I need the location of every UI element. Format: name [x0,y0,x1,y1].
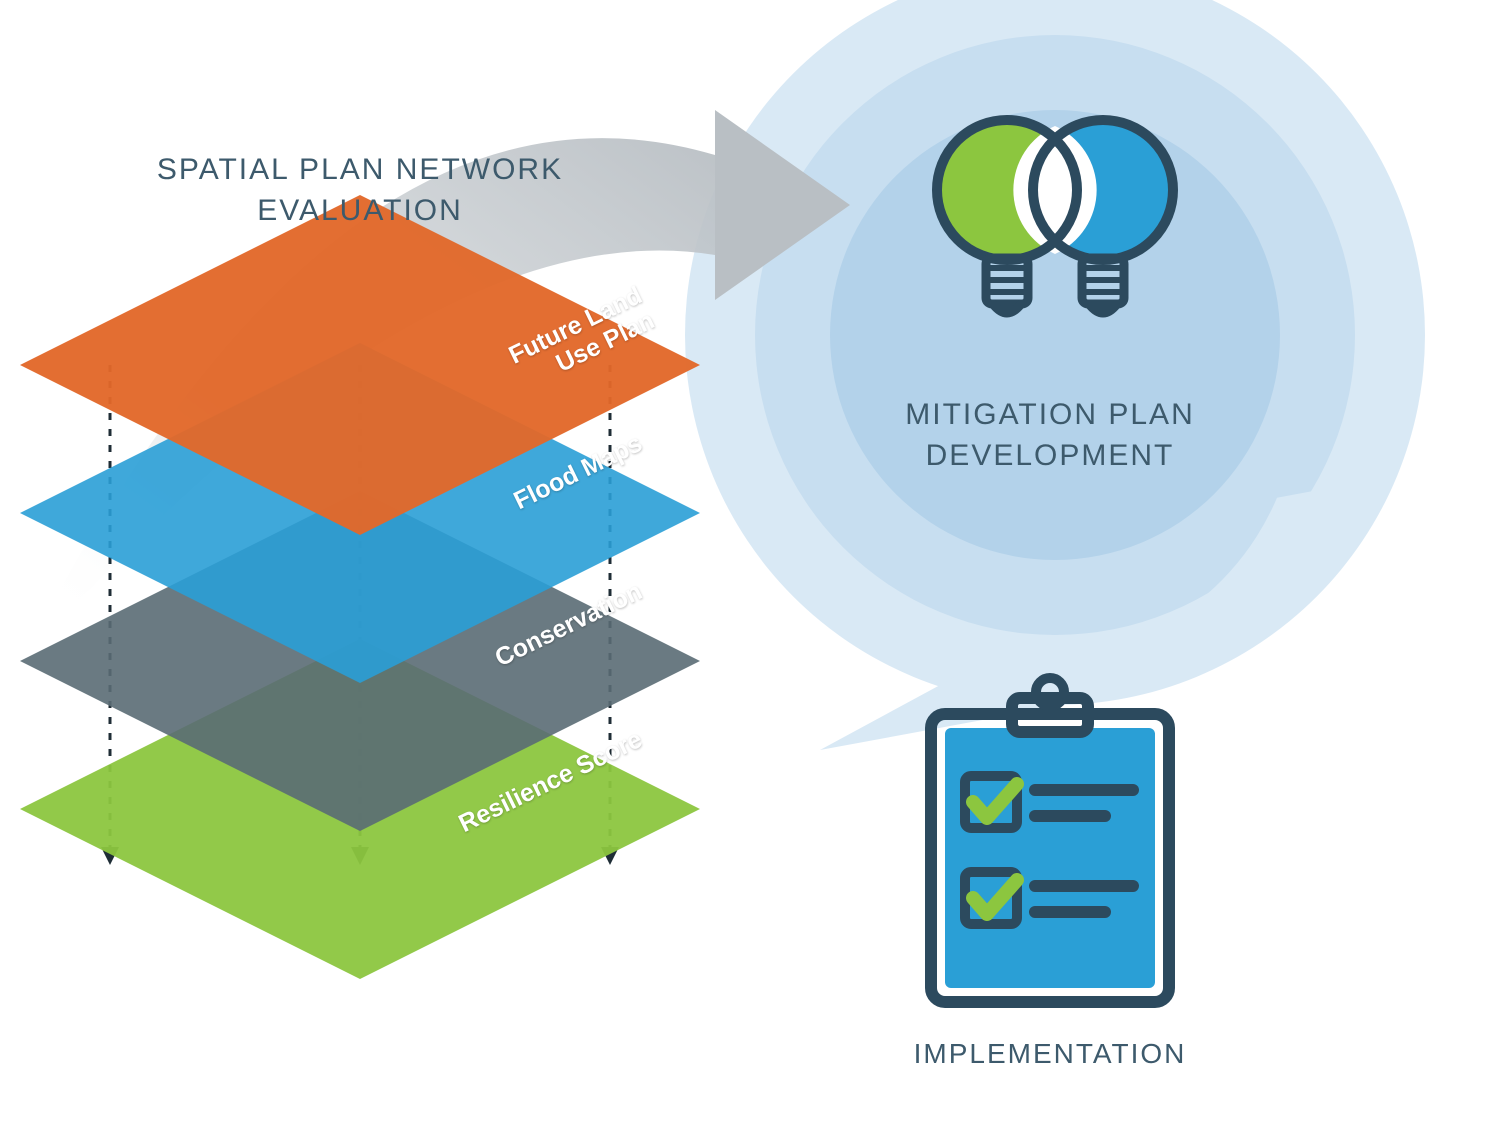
title-spatial: SPATIAL PLAN NETWORKEVALUATION [100,150,620,231]
title-mitigation: MITIGATION PLANDEVELOPMENT [790,395,1310,476]
title-implementation: IMPLEMENTATION [790,1035,1310,1073]
clipboard-icon [931,678,1169,1002]
infographic-stage: SPATIAL PLAN NETWORKEVALUATION MITIGATIO… [0,0,1500,1141]
